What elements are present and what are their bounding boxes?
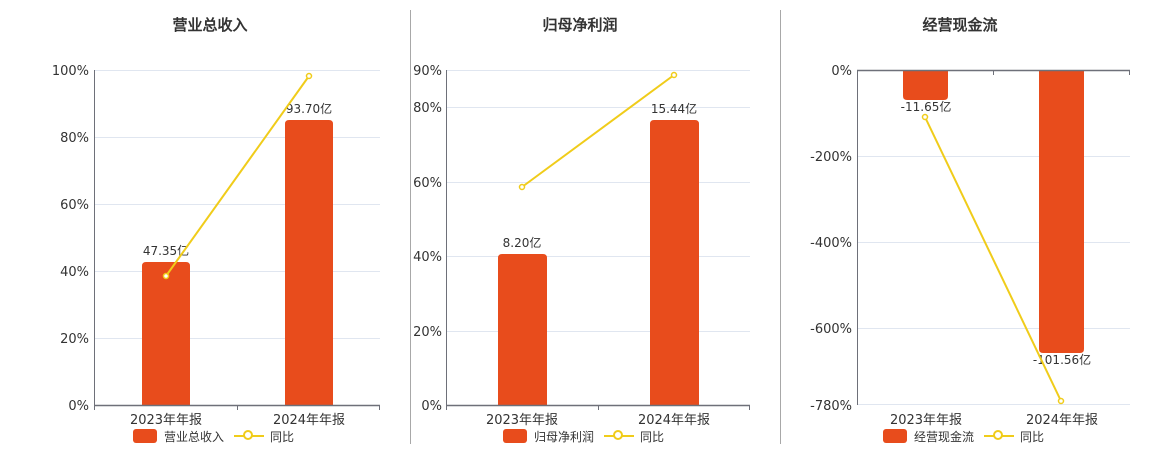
chart-title: 经营现金流 xyxy=(922,16,998,34)
legend-bar-swatch[interactable] xyxy=(883,429,907,443)
bar-value-label: 93.70亿 xyxy=(286,101,332,116)
chart-legend: 营业总收入 同比 xyxy=(133,428,294,444)
yoy-point[interactable] xyxy=(1057,397,1065,405)
bar-2024[interactable] xyxy=(1039,70,1084,353)
yoy-point[interactable] xyxy=(162,272,170,280)
chart-legend: 经营现金流 同比 xyxy=(883,428,1044,444)
legend-line-icon[interactable] xyxy=(234,429,265,443)
legend-line-label[interactable]: 同比 xyxy=(1020,429,1045,444)
bar-value-label: 47.35亿 xyxy=(143,243,189,258)
y-tick-label: 80% xyxy=(60,131,89,146)
y-tick-label: 100% xyxy=(52,64,89,79)
chart-title: 营业总收入 xyxy=(172,16,248,34)
y-tick-label: 0% xyxy=(831,64,852,79)
bar-value-label: -101.56亿 xyxy=(1033,352,1091,367)
legend-line-icon[interactable] xyxy=(984,429,1015,443)
yoy-line xyxy=(165,75,310,277)
x-tick-label: 2024年年报 xyxy=(638,413,710,428)
legend-line-label[interactable]: 同比 xyxy=(640,429,665,444)
y-tick-label: 0% xyxy=(421,399,442,414)
y-tick-label: 80% xyxy=(413,101,442,116)
y-tick-label: -780% xyxy=(810,399,852,414)
y-tick-label: 90% xyxy=(413,64,442,79)
yoy-point[interactable] xyxy=(518,183,526,191)
bar-2023[interactable] xyxy=(903,70,948,100)
y-tick-label: 60% xyxy=(413,176,442,191)
y-tick-label: -400% xyxy=(810,236,852,251)
chart-panel-net-profit: 归母净利润 90% 80% 60% 40% 20% 0% 8.20亿 15.44… xyxy=(400,0,780,450)
y-tick-label: 40% xyxy=(60,265,89,280)
x-tick-label: 2024年年报 xyxy=(1026,413,1098,428)
x-tick-label: 2023年年报 xyxy=(130,413,202,428)
y-tick-label: -200% xyxy=(810,150,852,165)
chart-plot: 100% 80% 60% 40% 20% 0% 47.35亿 93.70亿 20… xyxy=(52,64,380,428)
bar-2023[interactable] xyxy=(498,254,547,405)
legend-line-icon[interactable] xyxy=(604,429,635,443)
legend-bar-swatch[interactable] xyxy=(133,429,157,443)
bar-2024[interactable] xyxy=(285,120,333,405)
panel-divider xyxy=(780,10,781,444)
chart-plot: 90% 80% 60% 40% 20% 0% 8.20亿 15.44亿 2023… xyxy=(413,64,750,428)
bar-2024[interactable] xyxy=(650,120,699,405)
bar-value-label: 8.20亿 xyxy=(503,235,542,250)
bar-value-label: -11.65亿 xyxy=(901,99,952,114)
legend-line-label[interactable]: 同比 xyxy=(270,429,295,444)
legend-bar-label[interactable]: 营业总收入 xyxy=(164,429,225,444)
bar-2023[interactable] xyxy=(142,262,190,405)
chart-panel-revenue: 营业总收入 100% 80% 60% 40% 20% 0% 47.35亿 93.… xyxy=(0,0,400,450)
y-tick-label: 40% xyxy=(413,250,442,265)
yoy-point[interactable] xyxy=(305,72,313,80)
legend-bar-swatch[interactable] xyxy=(503,429,527,443)
chart-panel-operating-cashflow: 经营现金流 0% -200% -400% -600% -780% -11.65亿… xyxy=(780,0,1160,450)
y-tick-label: 20% xyxy=(60,332,89,347)
chart-plot: 0% -200% -400% -600% -780% -11.65亿 -101.… xyxy=(810,64,1130,428)
x-tick-label: 2024年年报 xyxy=(273,413,345,428)
x-tick-label: 2023年年报 xyxy=(486,413,558,428)
x-tick-label: 2023年年报 xyxy=(890,413,962,428)
panel-divider xyxy=(410,10,411,444)
y-tick-label: 0% xyxy=(68,399,89,414)
yoy-line xyxy=(924,116,1062,402)
y-tick-label: -600% xyxy=(810,322,852,337)
yoy-point[interactable] xyxy=(670,71,678,79)
bar-value-label: 15.44亿 xyxy=(651,101,697,116)
legend-bar-label[interactable]: 经营现金流 xyxy=(914,429,975,444)
chart-legend: 归母净利润 同比 xyxy=(503,428,664,444)
yoy-point[interactable] xyxy=(921,113,929,121)
y-tick-label: 60% xyxy=(60,198,89,213)
chart-title: 归母净利润 xyxy=(542,16,618,34)
yoy-line xyxy=(521,74,675,188)
legend-bar-label[interactable]: 归母净利润 xyxy=(534,429,595,444)
y-tick-label: 20% xyxy=(413,325,442,340)
